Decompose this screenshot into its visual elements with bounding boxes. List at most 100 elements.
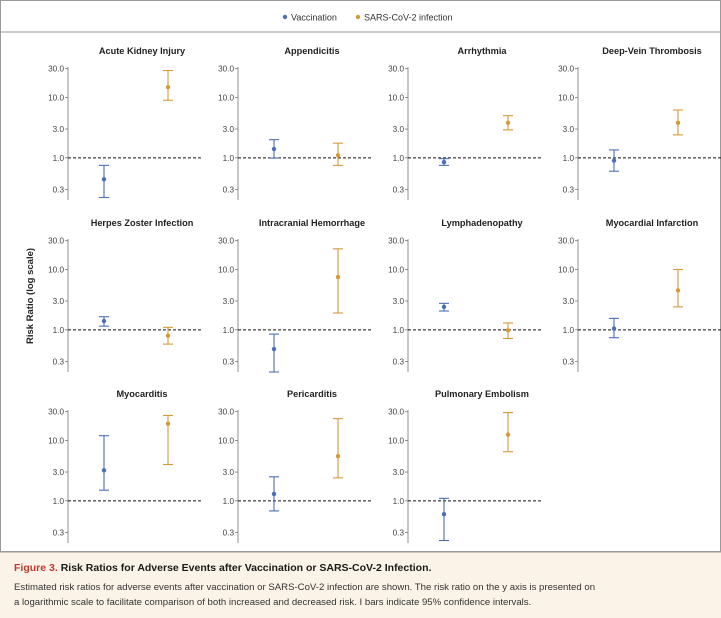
y-tick-label: 1.0 [223,497,235,506]
y-tick-label: 0.3 [563,357,575,366]
panel-title: Pulmonary Embolism [435,389,529,399]
caption-text-line-1: Estimated risk ratios for adverse events… [14,582,596,593]
point-estimate [505,432,511,437]
y-tick-label: 0.3 [53,528,65,537]
point-estimate [165,333,171,338]
y-tick-label: 30.0 [218,237,234,246]
y-tick-label: 1.0 [563,326,575,335]
y-tick-label: 3.0 [53,125,65,134]
point-estimate [675,120,681,126]
legend-marker-2 [355,14,361,20]
y-tick-label: 30.0 [218,65,234,74]
y-tick-label: 1.0 [53,154,65,163]
y-tick-label: 3.0 [393,125,405,134]
y-tick-label: 1.0 [393,154,405,163]
caption-heading: Risk Ratios for Adverse Events after Vac… [60,562,432,574]
y-tick-label: 30.0 [388,408,404,417]
legend-label-1: Vaccination [291,13,337,23]
panel-title: Herpes Zoster Infection [91,218,194,228]
y-tick-label: 0.3 [223,357,235,366]
risk-ratio-chart: Vaccination SARS-CoV-2 infection Risk Rati… [0,0,721,552]
y-tick-label: 0.3 [393,528,405,537]
y-tick-label: 0.3 [223,185,235,194]
y-tick-label: 10.0 [48,436,64,445]
y-tick-label: 0.3 [393,357,405,366]
y-tick-label: 3.0 [53,297,65,306]
y-tick-label: 1.0 [223,154,235,163]
point-estimate [505,120,511,126]
y-tick-label: 10.0 [558,265,574,274]
y-tick-label: 3.0 [223,297,235,306]
y-tick-label: 10.0 [48,93,64,102]
y-tick-label: 10.0 [388,265,404,274]
y-tick-label: 30.0 [48,237,64,246]
panel-title: Deep-Vein Thrombosis [602,46,702,56]
point-estimate [611,158,617,163]
caption-title: Figure 3. Risk Ratios for Adverse Events… [14,562,431,574]
y-tick-label: 30.0 [388,237,404,246]
point-estimate [271,146,277,152]
y-tick-label: 1.0 [223,326,235,335]
y-tick-label: 10.0 [218,436,234,445]
y-tick-label: 1.0 [563,154,575,163]
y-tick-label: 0.3 [53,185,65,194]
panel-title: Intracranial Hemorrhage [259,218,365,228]
y-tick-label: 0.3 [223,528,235,537]
y-tick-label: 3.0 [393,468,405,477]
figure-border [0,0,721,552]
y-tick-label: 0.3 [53,357,65,366]
y-tick-label: 30.0 [388,65,404,74]
y-axis-label: Risk Ratio (log scale) [25,248,36,344]
point-estimate [441,159,447,165]
panel-title: Lymphadenopathy [441,218,523,228]
point-estimate [335,453,341,459]
point-estimate [505,328,511,333]
point-estimate [165,421,171,426]
y-tick-label: 3.0 [563,125,575,134]
panel-title: Acute Kidney Injury [99,46,186,56]
point-estimate [611,326,617,331]
point-estimate [101,177,107,182]
point-estimate [101,468,107,473]
y-tick-label: 30.0 [48,65,64,74]
panel-title: Myocarditis [116,389,167,399]
y-tick-label: 3.0 [223,468,235,477]
point-estimate [165,85,171,90]
panel-title: Myocardial Infarction [606,218,699,228]
y-tick-label: 1.0 [393,326,405,335]
y-tick-label: 1.0 [53,326,65,335]
panel-title: Arrhythmia [457,46,507,56]
y-tick-label: 10.0 [48,265,64,274]
legend-label-2: SARS-CoV-2 infection [364,13,453,23]
y-tick-label: 10.0 [218,265,234,274]
point-estimate [101,318,107,324]
y-tick-label: 3.0 [53,468,65,477]
point-estimate [335,153,341,158]
point-estimate [675,288,681,293]
y-tick-label: 30.0 [218,408,234,417]
point-estimate [271,491,277,497]
legend-marker-1 [282,14,288,20]
y-tick-label: 3.0 [393,297,405,306]
y-tick-label: 0.3 [563,185,575,194]
point-estimate [441,512,447,517]
y-tick-label: 10.0 [558,93,574,102]
y-tick-label: 30.0 [558,65,574,74]
y-tick-label: 1.0 [53,497,65,506]
y-tick-label: 30.0 [558,237,574,246]
caption-box [0,552,721,618]
y-tick-label: 1.0 [393,497,405,506]
caption-text-line-2: a logarithmic scale to facilitate compar… [14,597,532,608]
point-estimate [271,346,277,352]
y-tick-label: 3.0 [223,125,235,134]
panel-title: Pericarditis [287,389,337,399]
y-tick-label: 30.0 [48,408,64,417]
y-tick-label: 0.3 [393,185,405,194]
y-tick-label: 10.0 [388,436,404,445]
point-estimate [335,274,341,280]
panel-title: Appendicitis [284,46,339,56]
y-tick-label: 10.0 [218,93,234,102]
point-estimate [441,304,447,310]
y-tick-label: 3.0 [563,297,575,306]
